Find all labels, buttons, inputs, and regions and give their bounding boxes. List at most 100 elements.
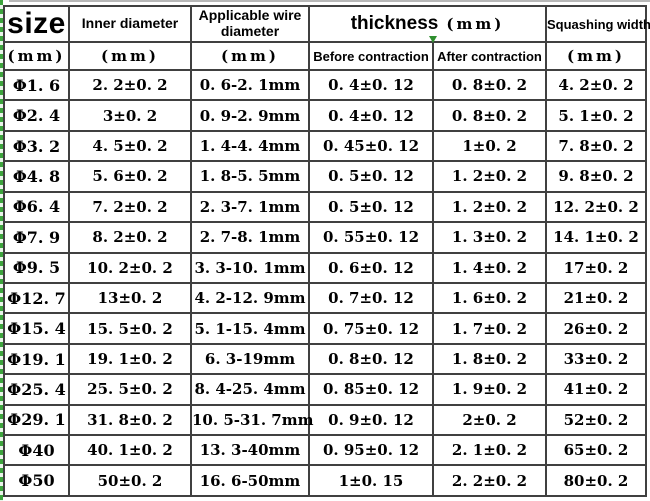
table-row: Φ9. 5 10. 2±0. 2 3. 3-10. 1mm 0. 6±0. 12 1. … bbox=[3, 251, 647, 284]
cell: 10. 5-31. 7mm bbox=[190, 403, 313, 437]
unit-size: (mm) bbox=[3, 41, 70, 71]
cell: 0. 6±0. 12 bbox=[308, 251, 434, 284]
cell: 80±0. 2 bbox=[545, 464, 647, 497]
cell: 25. 5±0. 2 bbox=[68, 373, 192, 406]
header-row-1: size Inner diameter Applicable wire diam… bbox=[3, 5, 650, 43]
unit-squashing-width: (mm) bbox=[545, 41, 647, 71]
table-row: Φ2. 4 3±0. 2 0. 9-2. 9mm 0. 4±0. 12 0. 8±0. … bbox=[3, 99, 647, 132]
table-row: Φ7. 9 8. 2±0. 2 2. 7-8. 1mm 0. 55±0. 12 1. 3… bbox=[3, 221, 647, 254]
cell: 4. 5±0. 2 bbox=[68, 129, 192, 163]
cell: 31. 8±0. 2 bbox=[68, 403, 192, 437]
unit-inner-diameter: (mm) bbox=[68, 41, 192, 71]
cell: 1. 6±0. 2 bbox=[432, 281, 547, 315]
green-corner-marker-icon bbox=[429, 36, 437, 43]
cell: 0. 8±0. 2 bbox=[432, 68, 547, 102]
cell: 14. 1±0. 2 bbox=[545, 221, 647, 254]
cell: Φ40 bbox=[3, 434, 70, 467]
header-thickness-unit: (mm) bbox=[446, 15, 505, 33]
size-spec-table: size Inner diameter Applicable wire diam… bbox=[3, 5, 650, 497]
cell: 3±0. 2 bbox=[68, 99, 192, 132]
cell: 9. 8±0. 2 bbox=[545, 160, 647, 193]
cell: 1. 8-5. 5mm bbox=[190, 160, 310, 193]
unit-wire-diameter: (mm) bbox=[190, 41, 310, 71]
cell: 1±0. 2 bbox=[432, 129, 547, 163]
cell: Φ6. 4 bbox=[3, 190, 70, 224]
cell: 0. 5±0. 12 bbox=[308, 190, 434, 224]
cell: 5. 6±0. 2 bbox=[68, 160, 192, 193]
cell: Φ50 bbox=[3, 464, 70, 497]
cell: 4. 2-12. 9mm bbox=[190, 281, 310, 315]
cell: 0. 75±0. 12 bbox=[308, 312, 434, 345]
cell: 1. 2±0. 2 bbox=[432, 190, 547, 224]
header-before-contraction: Before contraction bbox=[308, 41, 434, 71]
table-row: Φ6. 4 7. 2±0. 2 2. 3-7. 1mm 0. 5±0. 12 1. 2±… bbox=[3, 190, 647, 224]
cell: 1. 2±0. 2 bbox=[432, 160, 547, 193]
cell: 0. 85±0. 12 bbox=[308, 373, 434, 406]
cell: Φ3. 2 bbox=[3, 129, 70, 163]
cell: 33±0. 2 bbox=[545, 342, 647, 376]
cell: Φ7. 9 bbox=[3, 221, 70, 254]
cell: 2±0. 2 bbox=[432, 403, 547, 437]
header-after-contraction: After contraction bbox=[432, 41, 547, 71]
cell: 50±0. 2 bbox=[68, 464, 192, 497]
cell: 2. 3-7. 1mm bbox=[190, 190, 310, 224]
table-row: Φ15. 4 15. 5±0. 2 5. 1-15. 4mm 0. 75±0. 12 1… bbox=[3, 312, 647, 345]
cell: 2. 2±0. 2 bbox=[432, 464, 547, 497]
cell: 5. 1-15. 4mm bbox=[190, 312, 310, 345]
cell: 1. 4-4. 4mm bbox=[190, 129, 310, 163]
cell: 10. 2±0. 2 bbox=[68, 251, 192, 284]
cell: 1. 8±0. 2 bbox=[432, 342, 547, 376]
cell: 2. 1±0. 2 bbox=[432, 434, 547, 467]
cell: 7. 2±0. 2 bbox=[68, 190, 192, 224]
cell: Φ15. 4 bbox=[3, 312, 70, 345]
table-row: Φ12. 7 13±0. 2 4. 2-12. 9mm 0. 7±0. 12 1. 6±… bbox=[3, 281, 647, 315]
table-row: Φ3. 2 4. 5±0. 2 1. 4-4. 4mm 0. 45±0. 12 1±0.… bbox=[3, 129, 647, 163]
table-row: Φ50 50±0. 2 16. 6-50mm 1±0. 15 2. 2±0. 2 80±0… bbox=[3, 464, 647, 497]
cell: 0. 45±0. 12 bbox=[308, 129, 434, 163]
cell: 16. 6-50mm bbox=[190, 464, 310, 497]
cell: 65±0. 2 bbox=[545, 434, 647, 467]
cell: 0. 55±0. 12 bbox=[308, 221, 434, 254]
table-row: Φ1. 6 2. 2±0. 2 0. 6-2. 1mm 0. 4±0. 12 0. 8±… bbox=[3, 68, 647, 102]
cell: 40. 1±0. 2 bbox=[68, 434, 192, 467]
header-thickness-label: thickness bbox=[350, 13, 439, 34]
header-row-2: (mm) (mm) (mm) Before contraction After … bbox=[3, 41, 647, 71]
cell: 0. 6-2. 1mm bbox=[190, 68, 310, 102]
cell: 21±0. 2 bbox=[545, 281, 647, 315]
header-thickness: thickness (mm) bbox=[308, 5, 547, 43]
cell: 2. 2±0. 2 bbox=[68, 68, 192, 102]
cell: Φ12. 7 bbox=[3, 281, 70, 315]
cell: 13. 3-40mm bbox=[190, 434, 310, 467]
cell: 8. 2±0. 2 bbox=[68, 221, 192, 254]
header-squashing-width: Squashing width bbox=[545, 5, 650, 43]
table-row: Φ25. 4 25. 5±0. 2 8. 4-25. 4mm 0. 85±0. 12 1… bbox=[3, 373, 647, 406]
table-header: size Inner diameter Applicable wire diam… bbox=[3, 5, 650, 71]
cell: Φ25. 4 bbox=[3, 373, 70, 406]
cell: 0. 95±0. 12 bbox=[308, 434, 434, 467]
cell: 8. 4-25. 4mm bbox=[190, 373, 310, 406]
cell: 5. 1±0. 2 bbox=[545, 99, 647, 132]
cell: 0. 8±0. 2 bbox=[432, 99, 547, 132]
cell: Φ1. 6 bbox=[3, 68, 70, 102]
top-edge-line bbox=[9, 0, 650, 2]
cell: 1. 3±0. 2 bbox=[432, 221, 547, 254]
cell: 1. 4±0. 2 bbox=[432, 251, 547, 284]
cell: 0. 8±0. 12 bbox=[308, 342, 434, 376]
header-inner-diameter: Inner diameter bbox=[68, 5, 192, 43]
cell: 17±0. 2 bbox=[545, 251, 647, 284]
selection-marquee-left bbox=[0, 0, 3, 501]
cell: 1±0. 15 bbox=[308, 464, 434, 497]
cell: 12. 2±0. 2 bbox=[545, 190, 647, 224]
cell: 0. 9±0. 12 bbox=[308, 403, 434, 437]
cell: Φ2. 4 bbox=[3, 99, 70, 132]
cell: 2. 7-8. 1mm bbox=[190, 221, 310, 254]
cell: 13±0. 2 bbox=[68, 281, 192, 315]
cell: 15. 5±0. 2 bbox=[68, 312, 192, 345]
cell: 1. 9±0. 2 bbox=[432, 373, 547, 406]
cell: Φ4. 8 bbox=[3, 160, 70, 193]
cell: 26±0. 2 bbox=[545, 312, 647, 345]
cell: Φ9. 5 bbox=[3, 251, 70, 284]
cell: 41±0. 2 bbox=[545, 373, 647, 406]
cell: 0. 5±0. 12 bbox=[308, 160, 434, 193]
